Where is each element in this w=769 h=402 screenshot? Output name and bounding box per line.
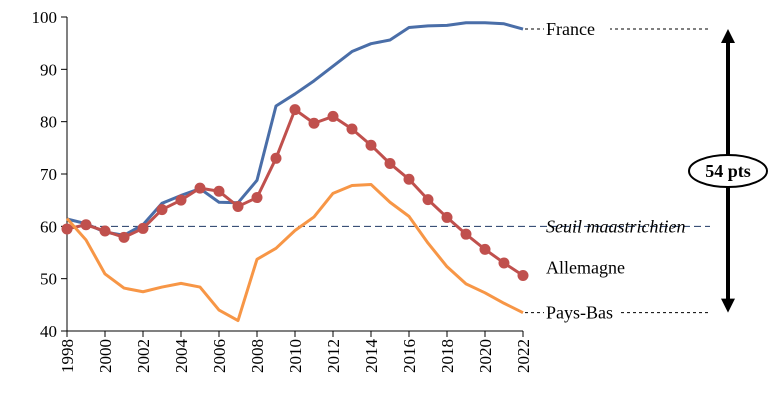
data-point — [270, 152, 282, 164]
label-bg — [544, 301, 620, 324]
series-label-paysbas: Pays-Bas — [546, 303, 613, 323]
data-point — [251, 192, 263, 204]
y-tick-label: 60 — [40, 217, 57, 236]
data-point — [213, 185, 225, 197]
y-tick-label: 90 — [40, 60, 57, 79]
x-tick-label: 2004 — [172, 339, 191, 374]
x-tick-label: 2012 — [324, 339, 343, 373]
x-tick-label: 2020 — [476, 339, 495, 373]
y-tick-label: 100 — [32, 8, 58, 27]
data-point — [384, 158, 396, 170]
data-point — [156, 204, 168, 216]
data-point — [479, 243, 491, 255]
series-label-france: France — [546, 19, 595, 39]
data-point — [289, 104, 301, 116]
label-bg — [544, 18, 610, 41]
y-tick-label: 40 — [40, 322, 57, 341]
data-point — [232, 200, 244, 212]
data-point — [517, 270, 529, 282]
x-tick-label: 2000 — [96, 339, 115, 373]
data-point — [308, 117, 320, 129]
data-point — [460, 228, 472, 240]
y-tick-label: 50 — [40, 270, 57, 289]
series-line-france — [66, 21, 524, 237]
data-point — [422, 194, 434, 206]
series-label-allemagne: Allemagne — [546, 258, 625, 278]
x-tick-label: 2014 — [362, 339, 381, 374]
arrow-down-icon — [721, 298, 735, 313]
y-tick-label: 70 — [40, 165, 57, 184]
data-point — [118, 231, 130, 243]
gap-badge — [688, 154, 768, 188]
data-point — [99, 225, 111, 237]
x-tick-label: 2018 — [438, 339, 457, 373]
threshold-label: Seuil maastrichtien — [546, 216, 685, 236]
x-tick-label: 2002 — [134, 339, 153, 373]
series-line-pays-bas — [65, 182, 524, 323]
data-point — [441, 211, 453, 223]
x-tick-label: 2022 — [514, 339, 533, 373]
y-tick-label: 80 — [40, 113, 57, 132]
x-tick-label: 2008 — [248, 339, 267, 373]
data-point — [498, 257, 510, 269]
data-point — [403, 173, 415, 185]
data-point — [175, 194, 187, 206]
data-point — [346, 123, 358, 135]
x-tick-label: 1998 — [58, 339, 77, 373]
series-line-allemagne — [66, 108, 524, 277]
x-tick-label: 2006 — [210, 339, 229, 373]
data-point — [194, 182, 206, 194]
gap-label: 54 pts — [705, 161, 751, 181]
x-tick-label: 2016 — [400, 339, 419, 373]
data-point — [137, 222, 149, 234]
data-point — [327, 110, 339, 122]
data-point — [80, 219, 92, 231]
data-point — [61, 223, 73, 235]
arrow-up-icon — [721, 29, 735, 44]
x-tick-label: 2010 — [286, 339, 305, 373]
data-point — [365, 139, 377, 151]
